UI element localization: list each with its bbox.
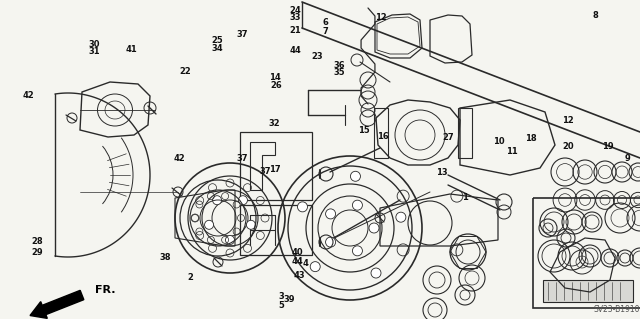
Text: 5: 5 (278, 301, 285, 310)
Text: 4: 4 (303, 259, 309, 268)
Text: 7: 7 (323, 27, 328, 36)
Circle shape (239, 196, 248, 205)
Text: 42: 42 (173, 154, 185, 163)
Text: 26: 26 (271, 81, 282, 90)
Bar (374, 108, 388, 158)
Circle shape (205, 220, 214, 229)
Text: SV23-B1910D: SV23-B1910D (594, 306, 640, 315)
Text: 14: 14 (269, 73, 281, 82)
Text: 37: 37 (236, 30, 248, 39)
Circle shape (310, 262, 320, 272)
Bar (543, 280, 633, 302)
Text: 2: 2 (188, 273, 194, 282)
Text: 44: 44 (292, 257, 303, 266)
Text: 19: 19 (602, 142, 614, 151)
Text: 16: 16 (377, 132, 388, 141)
Circle shape (298, 202, 307, 212)
Text: 30: 30 (89, 40, 100, 48)
Text: 44: 44 (290, 46, 301, 55)
Text: 27: 27 (442, 133, 454, 142)
Text: 41: 41 (125, 45, 137, 54)
Text: 25: 25 (212, 36, 223, 45)
Circle shape (225, 235, 234, 244)
Text: 12: 12 (563, 116, 574, 125)
Text: 10: 10 (493, 137, 505, 146)
Text: 1: 1 (461, 193, 468, 202)
Text: 22: 22 (180, 67, 191, 76)
Circle shape (369, 223, 379, 233)
Text: 17: 17 (269, 165, 281, 174)
Circle shape (353, 200, 362, 210)
Text: 38: 38 (159, 253, 171, 262)
Text: 9: 9 (625, 154, 630, 163)
Text: 43: 43 (294, 271, 305, 280)
Circle shape (371, 268, 381, 278)
Circle shape (326, 209, 335, 219)
Text: 40: 40 (292, 248, 303, 257)
Text: 24: 24 (290, 6, 301, 15)
Text: 21: 21 (290, 26, 301, 35)
Text: 37: 37 (260, 167, 271, 176)
Circle shape (351, 171, 360, 181)
Text: 15: 15 (358, 126, 369, 135)
Text: 32: 32 (268, 119, 280, 128)
Text: 3: 3 (279, 292, 284, 301)
Text: FR.: FR. (95, 285, 115, 295)
Text: 18: 18 (525, 134, 537, 143)
Text: 20: 20 (563, 142, 574, 151)
FancyArrow shape (30, 290, 84, 318)
Text: 39: 39 (284, 295, 295, 304)
Circle shape (396, 212, 406, 222)
Text: 34: 34 (212, 44, 223, 53)
Text: 6: 6 (322, 19, 328, 27)
Circle shape (353, 246, 362, 256)
Text: 28: 28 (31, 237, 43, 246)
Circle shape (246, 220, 255, 229)
Bar (240, 132, 312, 200)
Bar (458, 108, 472, 158)
Text: 31: 31 (89, 47, 100, 56)
Text: 33: 33 (290, 13, 301, 22)
Text: 42: 42 (23, 91, 35, 100)
Text: 35: 35 (333, 68, 345, 77)
Text: 36: 36 (333, 61, 345, 70)
Text: 37: 37 (236, 154, 248, 163)
Circle shape (212, 196, 221, 205)
Text: 12: 12 (375, 13, 387, 22)
Circle shape (326, 237, 335, 247)
Text: 11: 11 (506, 147, 518, 156)
Text: 13: 13 (436, 168, 447, 177)
Text: 8: 8 (593, 11, 598, 20)
Bar (533, 198, 640, 308)
Bar (240, 205, 312, 255)
Text: 29: 29 (31, 248, 43, 257)
Text: 23: 23 (311, 52, 323, 61)
